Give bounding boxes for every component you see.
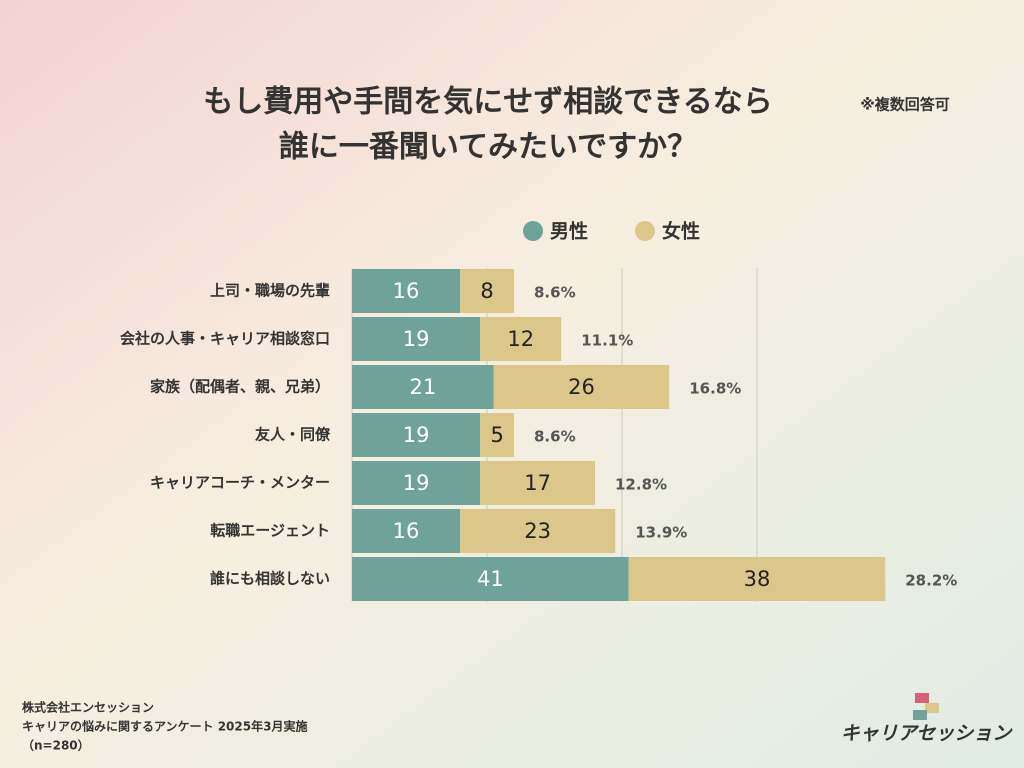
legend-label: 女性 [662,220,700,243]
note: ※複数回答可 [860,96,950,114]
percent-label: 28.2% [905,572,957,590]
bar [352,365,494,409]
bar [352,269,460,313]
percent-label: 12.8% [615,476,667,494]
bar [352,509,460,553]
bar [628,557,886,601]
footer: キャリアの悩みに関するアンケート 2025年3月実施 [22,719,307,734]
bar [480,461,595,505]
bar [480,317,562,361]
bar [352,461,481,505]
y-tick-label: 転職エージェント [210,522,330,540]
data-label: 38 [744,567,771,591]
data-label: 41 [477,567,504,591]
data-label: 8 [480,279,493,303]
legend-swatch [635,221,655,241]
logo: キャリアセッション [841,723,1014,745]
percent-label: 11.1% [581,332,633,350]
chart-title: もし費用や手間を気にせず相談できるなら [203,85,772,120]
percent-label: 8.6% [534,284,576,302]
footer: 株式会社エンセッション [22,700,154,715]
data-label: 16 [393,279,420,303]
data-label: 16 [393,519,420,543]
data-label: 19 [403,327,430,351]
footer: （n=280） [22,738,90,753]
bar [493,365,670,409]
y-tick-label: 上司・職場の先輩 [210,282,330,300]
legend-swatch [523,221,543,241]
bar [352,413,481,457]
percent-label: 13.9% [635,524,687,542]
y-tick-label: 家族（配偶者、親、兄弟） [150,378,330,396]
bar [460,269,514,313]
y-tick-label: 会社の人事・キャリア相談窓口 [120,330,330,348]
legend-label: 男性 [550,220,588,243]
data-label: 12 [507,327,534,351]
bar [352,317,481,361]
data-label: 19 [403,423,430,447]
data-label: 5 [490,423,503,447]
percent-label: 16.8% [689,380,741,398]
data-label: 17 [524,471,551,495]
data-label: 23 [524,519,551,543]
y-tick-label: キャリアコーチ・メンター [150,474,330,492]
data-label: 19 [403,471,430,495]
chart-title: 誰に一番聞いてみたいですか？ [279,130,697,165]
percent-label: 8.6% [534,428,576,446]
bar [460,509,616,553]
data-label: 26 [568,375,595,399]
logo-icon [913,693,939,720]
y-tick-label: 友人・同僚 [255,426,331,444]
y-tick-label: 誰にも相談しない [210,570,330,588]
data-label: 21 [410,375,437,399]
bar [480,413,514,457]
bar [352,557,629,601]
